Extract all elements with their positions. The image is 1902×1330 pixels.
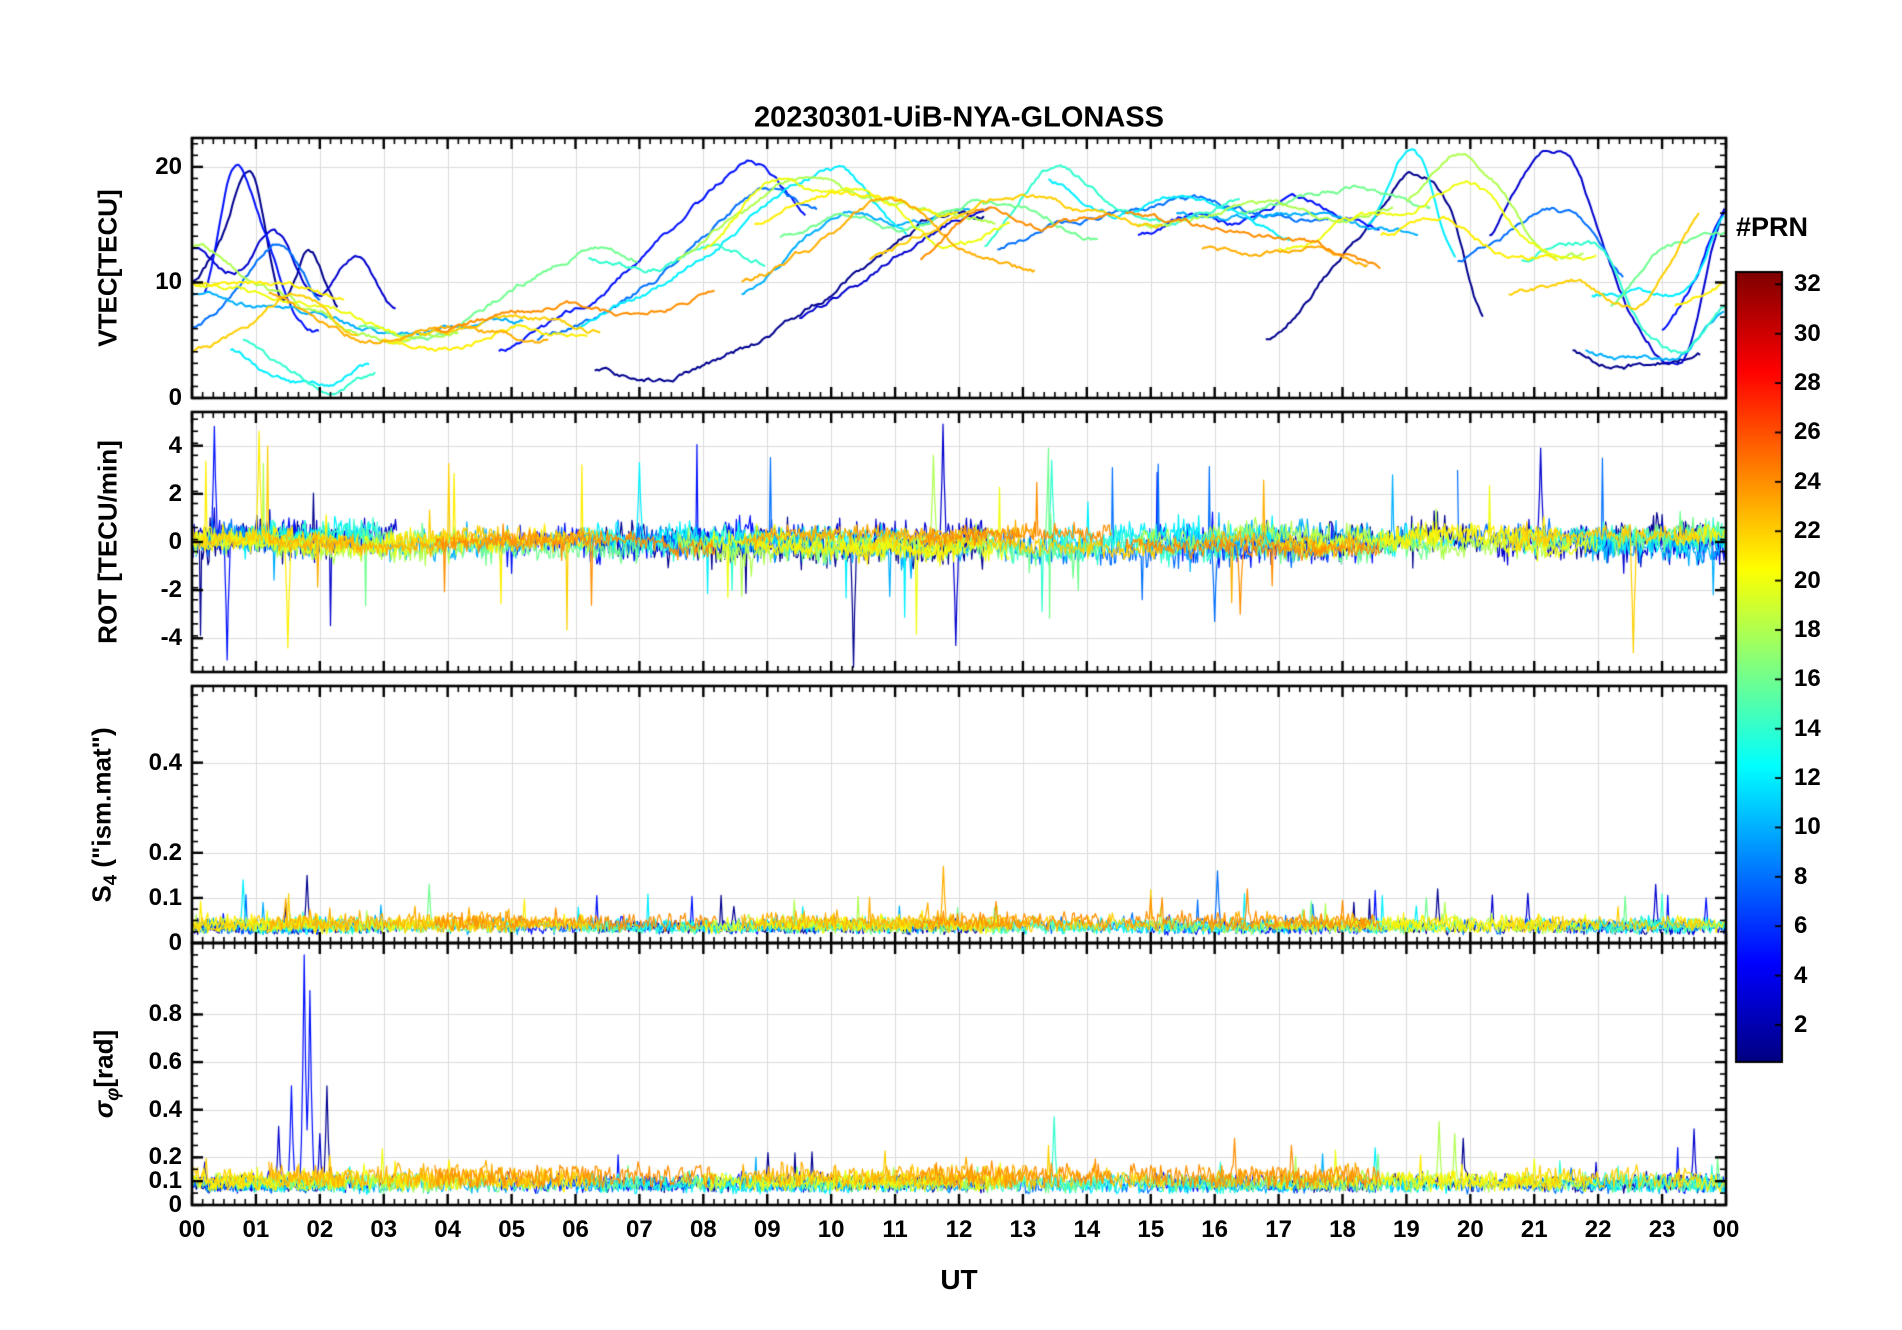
x-tick-label: 02: [306, 1216, 334, 1243]
y-tick-label-vtec: 20: [155, 152, 182, 180]
ylabel-sigma-sub: φ: [101, 1087, 123, 1101]
colorbar-tick-label: 2: [1794, 1010, 1808, 1038]
y-tick-label-sigma_phi: 0: [168, 1191, 182, 1218]
x-tick-label: 05: [498, 1216, 525, 1243]
y-tick-label-sigma_phi: 0.2: [148, 1143, 182, 1171]
y-tick-label-sigma_phi: 0.6: [148, 1048, 182, 1076]
colorbar-tick-label: 26: [1794, 418, 1821, 446]
x-tick-label: 22: [1584, 1216, 1612, 1243]
x-tick-label: 21: [1520, 1216, 1548, 1243]
y-tick-label-rot: 2: [168, 479, 182, 507]
colorbar-tick-label: 30: [1794, 319, 1821, 347]
ylabel-vtec: VTEC[TECU]: [92, 189, 123, 347]
y-tick-label-rot: 4: [168, 431, 182, 459]
colorbar-tick-label: 8: [1794, 862, 1808, 890]
colorbar-tick-label: 20: [1794, 566, 1821, 594]
y-tick-label-s4: 0: [168, 929, 182, 956]
x-tick-label: 15: [1137, 1216, 1165, 1243]
colorbar-tick-label: 28: [1794, 369, 1821, 397]
x-tick-label: 09: [753, 1216, 781, 1243]
colorbar-label: #PRN: [1736, 212, 1809, 242]
y-tick-label-rot: -4: [160, 624, 182, 652]
y-tick-label-rot: 0: [168, 528, 182, 555]
ylabel-s4: S4 ("ism.mat"): [86, 727, 121, 902]
x-tick-label: 08: [689, 1216, 717, 1243]
x-tick-label: 14: [1073, 1216, 1101, 1243]
ylabel-s4-rest: ("ism.mat"): [86, 727, 117, 875]
xlabel-ut: UT: [940, 1264, 978, 1295]
y-tick-label-s4: 0.4: [148, 748, 182, 776]
chart-title: 20230301-UiB-NYA-GLONASS: [754, 101, 1164, 134]
x-tick-label: 07: [626, 1216, 653, 1243]
x-tick-label: 18: [1329, 1216, 1356, 1243]
x-tick-label: 13: [1009, 1216, 1037, 1243]
x-tick-label: 03: [370, 1216, 398, 1243]
colorbar-tick-label: 22: [1794, 517, 1821, 545]
colorbar-tick-label: 32: [1794, 270, 1821, 298]
colorbar-tick-label: 14: [1794, 714, 1821, 742]
x-tick-label: 01: [242, 1216, 270, 1243]
colorbar-tick-label: 16: [1794, 665, 1821, 693]
x-tick-label: 04: [434, 1216, 462, 1243]
x-tick-label: 00: [178, 1216, 206, 1243]
colorbar-tick-label: 12: [1794, 764, 1821, 792]
x-tick-label: 19: [1393, 1216, 1420, 1243]
x-tick-label: 17: [1265, 1216, 1292, 1243]
y-tick-label-rot: -2: [160, 576, 182, 604]
y-tick-label-sigma_phi: 0.8: [148, 1000, 182, 1028]
ylabel-sigma-rest: [rad]: [88, 1029, 119, 1088]
x-tick-label: 23: [1648, 1216, 1676, 1243]
x-tick-label: 12: [945, 1216, 973, 1243]
colorbar-tick-label: 10: [1794, 813, 1821, 841]
colorbar-tick-label: 6: [1794, 912, 1808, 940]
y-tick-label-vtec: 0: [168, 384, 182, 411]
y-tick-label-sigma_phi: 0.4: [148, 1095, 182, 1123]
x-tick-label: 20: [1456, 1216, 1484, 1243]
ylabel-sigma-phi: σφ[rad]: [88, 1030, 123, 1118]
ylabel-s4-base: S: [86, 885, 117, 903]
x-tick-label: 00: [1712, 1216, 1740, 1243]
y-tick-label-sigma_phi: 0.1: [148, 1167, 182, 1195]
ylabel-sigma-base: σ: [88, 1100, 119, 1119]
colorbar-tick-label: 4: [1794, 961, 1808, 989]
x-tick-label: 06: [562, 1216, 589, 1243]
colorbar-tick-label: 18: [1794, 615, 1821, 643]
x-tick-label: 16: [1201, 1216, 1229, 1243]
colorbar-tick-label: 24: [1794, 467, 1821, 495]
ylabel-s4-sub: 4: [99, 874, 121, 886]
y-tick-label-vtec: 10: [155, 268, 182, 296]
x-tick-label: 10: [817, 1216, 845, 1243]
ylabel-rot: ROT [TECU/min]: [92, 440, 123, 644]
y-tick-label-s4: 0.2: [148, 838, 182, 866]
x-tick-label: 11: [882, 1216, 908, 1243]
y-tick-label-s4: 0.1: [148, 883, 182, 911]
